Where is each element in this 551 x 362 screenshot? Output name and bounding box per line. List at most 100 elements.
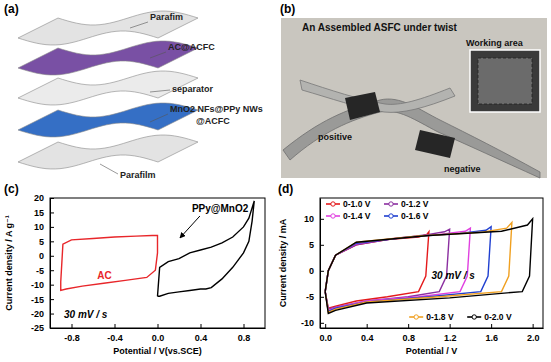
- photo-label: negative: [444, 164, 481, 174]
- tick-label: 0.8: [402, 333, 415, 343]
- x-tick: 0.0: [152, 324, 165, 343]
- y-tick: 20: [34, 193, 54, 203]
- tick-mark: [320, 271, 324, 272]
- panel-label: (a): [4, 2, 19, 16]
- legend-swatch: [389, 202, 393, 206]
- parafilm-sheet: [18, 135, 198, 169]
- plot-area: [61, 201, 255, 296]
- electrode: [415, 130, 455, 158]
- tick-label: -10: [31, 280, 44, 290]
- legend-item: 0-1.6 V: [384, 211, 429, 221]
- tick-label: 20: [34, 193, 44, 203]
- tick-label: 2.0: [527, 333, 540, 343]
- x-tick: 0.4: [195, 324, 208, 343]
- legend-label: 0-1.6 V: [401, 211, 429, 221]
- electrode: [345, 92, 380, 120]
- legend-label: 0-1.4 V: [343, 211, 371, 221]
- x-tick: 0.8: [402, 324, 415, 343]
- chart: -0.8-0.40.00.40.8-25-20-15-10-505101520P…: [4, 193, 266, 356]
- axis-line: [321, 328, 544, 329]
- tick-label: 15: [34, 208, 44, 218]
- y-tick: -20: [31, 309, 54, 319]
- diagram-label: AC@ACFC: [168, 42, 215, 52]
- tick-label: 0.8: [238, 333, 251, 343]
- tick-mark: [50, 285, 54, 286]
- y-tick: -10: [31, 280, 54, 290]
- x-tick: 0.0: [319, 324, 332, 343]
- x-axis-label: Potential / V: [406, 346, 458, 356]
- axis-line: [50, 199, 51, 329]
- tick-mark: [50, 328, 54, 329]
- y-tick: 15: [34, 208, 54, 218]
- tick-label: -20: [31, 309, 44, 319]
- x-tick: 0.8: [238, 324, 251, 343]
- pointer-arrow: [180, 216, 200, 238]
- tick-mark: [320, 245, 324, 246]
- y-axis-label: Current density / A g⁻¹: [4, 215, 14, 311]
- x-tick: -0.8: [64, 324, 80, 343]
- tick-mark: [50, 212, 54, 213]
- tick-label: -0.8: [64, 333, 80, 343]
- tick-label: 5: [309, 240, 314, 250]
- legend-item: 0-1.0 V: [326, 199, 371, 209]
- series-label: AC: [97, 270, 111, 281]
- x-tick: -0.4: [107, 324, 123, 343]
- legend-swatch: [389, 214, 393, 218]
- series-label: PPy@MnO2: [192, 203, 249, 214]
- tick-label: 5: [39, 237, 44, 247]
- leader-line: [150, 114, 168, 122]
- leader-line: [150, 52, 166, 58]
- y-tick: 10: [304, 214, 324, 224]
- tick-mark: [201, 324, 202, 328]
- chart: 0.00.40.81.21.62.0-10-50510Potential / V…: [278, 198, 544, 356]
- tick-label: 1.2: [444, 333, 457, 343]
- legend: 0-1.0 V 0-1.2 V 0-1.4 V 0-1.6 V 0-1.8 V 0-2.0…: [326, 199, 512, 322]
- y-axis: -25-20-15-10-505101520: [31, 193, 54, 333]
- tick-mark: [50, 198, 54, 199]
- y-axis: -10-50510: [301, 199, 324, 329]
- y-tick: 5: [39, 237, 54, 247]
- tick-mark: [50, 270, 54, 271]
- legend-swatch: [414, 315, 418, 319]
- x-axis: -0.8 -0.4 0.0 0.4 0.8: [51, 324, 266, 343]
- tick-label: 0: [309, 266, 314, 276]
- tick-mark: [491, 324, 492, 328]
- plot-frame: [320, 198, 543, 328]
- y-tick: -5: [306, 292, 324, 302]
- x-axis: 0.0 0.4 0.8 1.2 1.6 2.0: [319, 324, 543, 343]
- panel-label: (b): [280, 2, 295, 16]
- plot-area: [325, 219, 532, 314]
- legend-item: 0-1.2 V: [384, 199, 429, 209]
- y-tick: 0: [39, 251, 54, 261]
- legend-label: 0-2.0 V: [484, 312, 512, 322]
- x-tick: 1.6: [485, 324, 498, 343]
- x-tick: 0.4: [361, 324, 374, 343]
- tick-label: -25: [31, 323, 44, 333]
- panel-label: (c): [4, 182, 19, 196]
- working-area-inset: [478, 58, 532, 104]
- panel-label: (d): [278, 182, 293, 196]
- y-tick: -25: [31, 323, 54, 333]
- legend-item: 0-1.8 V: [409, 312, 454, 322]
- tick-mark: [158, 324, 159, 328]
- cv-curve: [61, 236, 158, 291]
- tick-label: -15: [31, 294, 44, 304]
- diagram-label: Parafilm: [120, 170, 156, 180]
- axis-line: [320, 199, 321, 329]
- tick-label: -5: [36, 266, 44, 276]
- diagram-label: Parafim: [150, 12, 183, 22]
- leader-line: [150, 90, 170, 92]
- tick-label: 0.4: [195, 333, 208, 343]
- plot-frame: [50, 198, 265, 328]
- leader-line: [130, 22, 148, 28]
- tick-label: -0.4: [107, 333, 123, 343]
- x-axis-label: Potential / V(vs.SCE): [113, 346, 202, 356]
- tick-mark: [72, 324, 73, 328]
- parafilm-sheet: [18, 11, 198, 45]
- tick-mark: [50, 256, 54, 257]
- tick-mark: [320, 323, 324, 324]
- exploded-diagram: ParafimAC@ACFCseparatorMnO2 NFs@PPy NWs@…: [18, 11, 263, 180]
- cv-curve: [158, 201, 255, 296]
- tick-mark: [533, 324, 534, 328]
- y-tick: -5: [36, 266, 54, 276]
